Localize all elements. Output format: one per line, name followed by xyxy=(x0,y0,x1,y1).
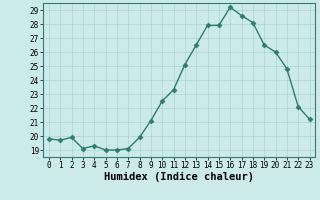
X-axis label: Humidex (Indice chaleur): Humidex (Indice chaleur) xyxy=(104,172,254,182)
